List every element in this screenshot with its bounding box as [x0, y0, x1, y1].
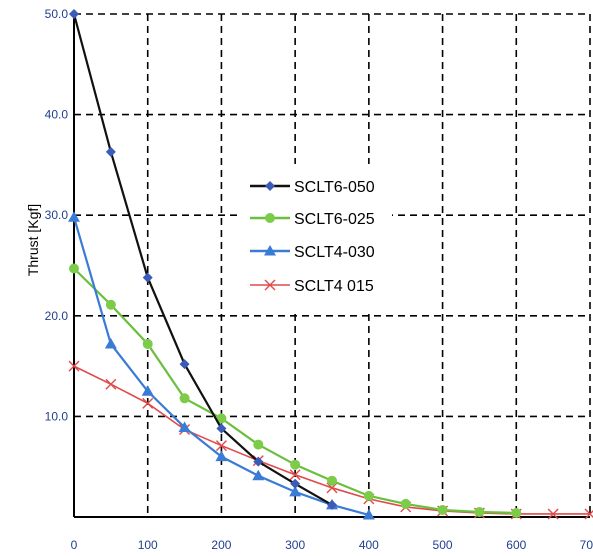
legend-marker: [265, 181, 275, 191]
data-point: [289, 485, 302, 497]
data-point: [142, 397, 154, 409]
data-point: [511, 507, 522, 518]
x-tick-label: 200: [211, 538, 231, 552]
legend-marker: [265, 213, 275, 223]
data-point: [178, 421, 191, 432]
series-line: [72, 13, 333, 506]
y-tick-label: 50.0: [45, 7, 69, 21]
series-line: [73, 365, 590, 515]
data-point: [141, 385, 154, 396]
x-tick-label: 70: [580, 538, 593, 552]
legend-label: SCLT6-050: [294, 179, 375, 196]
data-point: [327, 475, 337, 486]
y-tick-label: 30.0: [45, 208, 69, 222]
y-tick-label: 20.0: [45, 309, 69, 323]
data-point: [142, 272, 153, 283]
x-tick-label: 300: [285, 538, 305, 552]
data-point: [253, 439, 264, 450]
data-point: [216, 423, 227, 434]
series-layer: [68, 9, 593, 520]
x-tick-label: 500: [433, 538, 453, 552]
data-point: [179, 393, 190, 404]
y-axis-label: Thrust [Kgf]: [25, 204, 41, 276]
legend-label: SCLT6-025: [294, 211, 375, 228]
legend-box: [242, 164, 392, 311]
data-point: [363, 490, 374, 501]
x-tick-label: 100: [138, 538, 158, 552]
legend-marker: [264, 279, 276, 291]
legend-item: SCLT4-030: [250, 244, 375, 261]
data-point: [547, 508, 559, 520]
series-sclt6-025: [69, 263, 522, 518]
x-tick-label: 600: [506, 538, 526, 552]
x-tick-labels: 0 100 200 300 400 500 600 70: [71, 538, 593, 552]
data-point: [362, 508, 375, 520]
data-point: [252, 469, 265, 481]
data-point: [327, 499, 337, 510]
data-point: [105, 378, 117, 390]
data-point: [253, 456, 264, 467]
legend-item: SCLT4 015: [250, 278, 374, 295]
data-point: [69, 9, 79, 19]
data-point: [105, 146, 116, 157]
data-point: [215, 440, 227, 452]
data-point: [437, 504, 448, 515]
data-point: [289, 469, 301, 481]
legend-label: SCLT4 015: [294, 278, 374, 295]
y-tick-label: 40.0: [45, 108, 69, 122]
legend-marker: [264, 245, 276, 256]
legend-item: SCLT6-050: [250, 179, 375, 196]
series-sclt4-030: [68, 211, 375, 520]
legend: SCLT6-050 SCLT6-025 SCLT4-030 SCLT4 015: [242, 164, 392, 311]
data-point: [215, 450, 228, 462]
data-point: [104, 337, 117, 349]
data-point: [474, 506, 485, 517]
y-tick-labels: 50.0 40.0 30.0 20.0 10.0: [45, 7, 69, 423]
data-point: [105, 299, 116, 310]
x-tick-label: 0: [71, 538, 78, 552]
data-point: [400, 498, 411, 509]
data-point: [179, 359, 190, 370]
data-point: [69, 263, 79, 274]
data-point: [142, 338, 153, 349]
data-point: [68, 211, 80, 222]
data-point: [584, 508, 593, 520]
data-point: [290, 459, 301, 470]
data-point: [68, 360, 80, 372]
data-point: [290, 478, 301, 489]
y-tick-label: 10.0: [45, 409, 69, 423]
legend-label: SCLT4-030: [294, 244, 375, 261]
series-sclt6-050: [69, 9, 337, 510]
data-point: [216, 413, 227, 424]
x-tick-label: 400: [359, 538, 379, 552]
legend-item: SCLT6-025: [250, 211, 375, 228]
